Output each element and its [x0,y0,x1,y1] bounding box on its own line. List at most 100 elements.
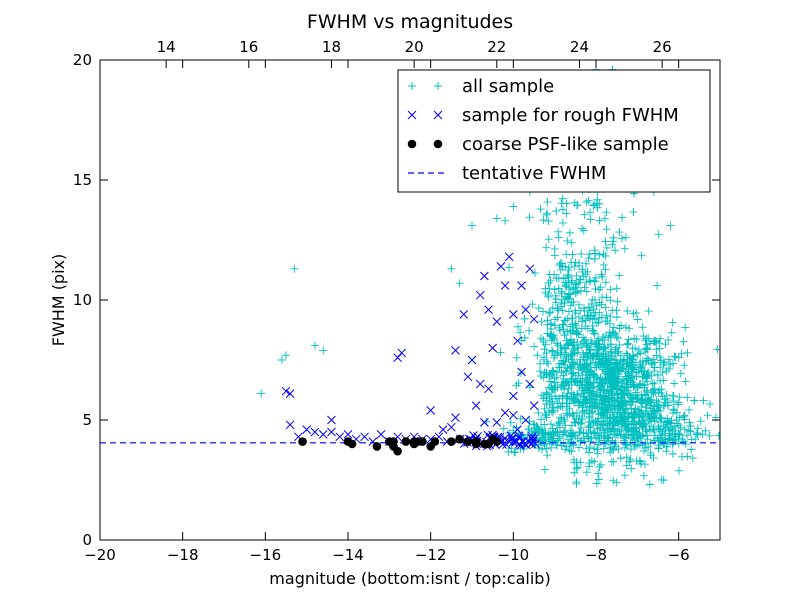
data-point-dot [372,442,382,451]
data-point-plus [645,480,654,489]
data-point-plus [597,402,606,411]
top-x-tick-label: 20 [405,38,424,56]
data-point-plus [516,414,525,423]
data-point-plus [601,439,610,448]
data-point-x [446,422,456,432]
data-point-plus [605,419,614,428]
data-point-x [530,434,540,443]
data-point-x [302,425,312,434]
data-point-plus [644,410,653,419]
data-point-plus [593,200,602,209]
data-point-plus [585,276,594,285]
data-point-plus [630,413,639,422]
data-point-x [426,406,436,415]
data-point-plus [592,199,601,208]
data-point-plus [553,349,562,358]
data-point-plus [676,369,685,378]
data-point-plus [649,423,658,432]
data-point-plus [655,413,664,422]
data-point-plus [530,419,539,428]
data-point-plus [580,364,589,373]
data-point-plus [630,334,639,343]
data-point-plus [683,348,692,357]
data-point-plus [617,389,626,398]
data-point-plus [597,313,606,322]
data-point-plus [501,216,510,225]
data-point-plus [547,331,556,340]
data-point-plus [634,345,643,354]
data-point-plus [541,288,550,297]
data-point-plus [573,391,582,400]
data-point-plus [555,326,564,335]
data-point-plus [588,390,597,399]
data-point-plus [434,82,442,90]
data-point-plus [562,282,571,291]
data-point-plus [525,213,534,222]
data-point-x [508,310,518,319]
data-point-x [360,432,369,442]
data-point-plus [637,251,646,260]
data-point-plus [525,326,534,335]
data-point-plus [545,400,554,409]
data-point-plus [683,431,692,440]
data-point-plus [642,388,651,397]
data-point-plus [635,409,644,418]
data-point-plus [576,398,585,407]
data-point-dot [463,437,473,446]
data-point-plus [589,418,598,427]
data-point-plus [615,408,624,417]
data-point-plus [558,262,567,271]
data-point-plus [647,359,656,368]
data-point-x [500,408,510,418]
data-point-plus [534,408,543,417]
data-point-plus [705,431,714,440]
data-point-plus [625,324,634,333]
data-point-plus [589,399,598,408]
x-tick-label: −18 [167,546,199,564]
data-point-plus [558,391,567,400]
data-point-plus [609,446,618,455]
data-point-plus [601,278,610,287]
data-point-plus [658,368,667,377]
data-point-plus [634,437,643,446]
data-point-plus [582,468,591,477]
data-point-plus [637,402,646,411]
data-point-plus [615,324,624,333]
data-point-plus [606,312,615,321]
data-point-plus [576,377,585,386]
data-point-plus [609,233,618,242]
data-point-plus [580,283,589,292]
data-point-plus [557,287,566,296]
data-point-plus [556,265,565,274]
data-point-plus [662,447,671,456]
data-point-plus [657,475,666,484]
data-point-plus [576,420,585,429]
data-point-plus [602,405,611,414]
data-point-plus [637,396,646,405]
data-point-plus [679,412,688,421]
data-point-plus [615,228,624,237]
data-point-plus [468,221,476,230]
data-point-dot [471,439,481,449]
data-point-plus [530,342,539,351]
data-point-plus [653,281,662,290]
data-point-plus [590,429,599,438]
data-point-plus [545,377,554,386]
data-point-plus [290,264,299,273]
data-point-plus [609,323,618,332]
data-point-plus [643,345,652,354]
data-point-plus [567,276,576,285]
data-point-plus [596,460,605,469]
data-point-plus [552,373,561,382]
data-point-plus [586,368,595,377]
data-point-plus [548,424,557,433]
data-point-plus [537,372,546,381]
data-point-plus [563,327,572,336]
data-point-plus [319,346,328,355]
data-point-plus [556,341,565,350]
data-point-plus [593,416,602,425]
data-point-plus [601,303,610,312]
data-point-plus [643,431,652,440]
data-point-plus [539,307,548,316]
data-point-plus [561,445,570,454]
